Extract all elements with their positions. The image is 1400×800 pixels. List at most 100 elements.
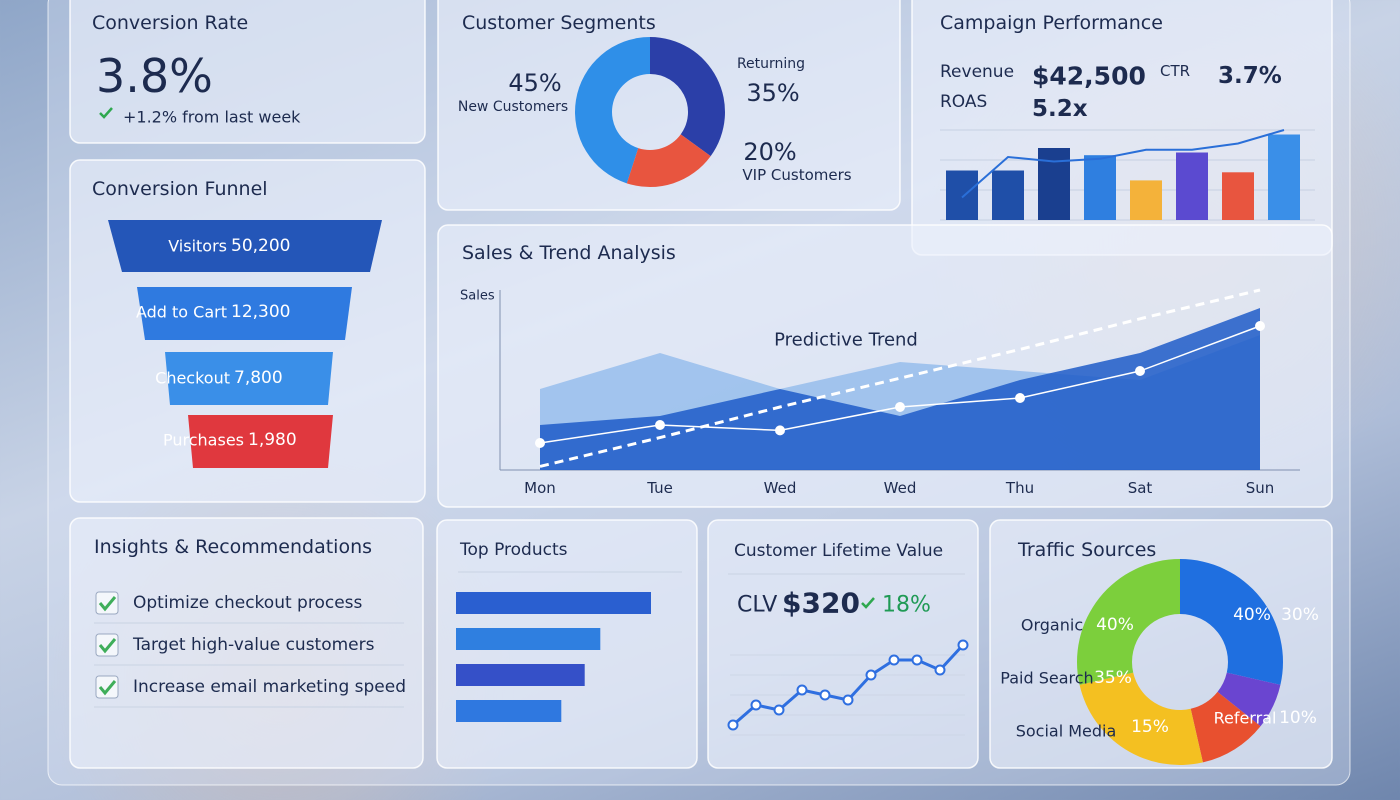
insight-item: Target high-value customers <box>132 635 375 655</box>
point <box>1135 366 1145 376</box>
segment-value: 20% <box>743 138 796 166</box>
point <box>1015 393 1025 403</box>
bar <box>456 700 562 722</box>
check-icon <box>99 107 113 119</box>
panel-title: Top Products <box>459 540 568 560</box>
point <box>655 420 665 430</box>
segment-value: 45% <box>508 69 561 97</box>
x-tick-label: Thu <box>1005 479 1034 497</box>
funnel-stage <box>188 415 333 468</box>
point <box>895 402 905 412</box>
stage-value: 7,800 <box>234 368 283 388</box>
segment-value: 40% <box>1096 615 1134 635</box>
checkbox <box>95 633 119 657</box>
checkboxes <box>95 591 119 699</box>
bar <box>946 170 978 220</box>
panel-title: Customer Lifetime Value <box>734 541 943 561</box>
point <box>775 425 785 436</box>
stage-label: Add to Cart <box>136 303 227 322</box>
segment-label: Returning <box>737 56 805 72</box>
kpi-change: 18% <box>882 593 931 618</box>
stage-label: Purchases <box>163 431 244 450</box>
segment-value: 15% <box>1131 717 1169 737</box>
bar <box>1084 155 1116 220</box>
check-icon <box>98 638 117 654</box>
panel-title: Traffic Sources <box>1017 539 1156 561</box>
bar <box>1268 134 1300 220</box>
x-tick-label: Mon <box>524 479 556 497</box>
bar <box>992 170 1024 220</box>
donut-segment <box>1077 559 1180 685</box>
line <box>961 129 1285 199</box>
point <box>773 704 785 716</box>
x-tick-label: Sun <box>1246 479 1275 497</box>
donut-segment <box>1079 672 1203 766</box>
donut-segment <box>626 134 711 187</box>
stage-value: 12,300 <box>231 302 290 322</box>
point <box>842 694 854 706</box>
point <box>796 684 808 696</box>
stage-value: 1,980 <box>248 430 297 450</box>
check-icon <box>861 597 875 609</box>
panel <box>69 0 426 144</box>
funnel-stage <box>108 220 382 272</box>
donut-segment <box>1190 691 1261 763</box>
panel-title: Campaign Performance <box>940 12 1163 34</box>
legend-label: Organic <box>1021 616 1083 635</box>
segment-label: VIP Customers <box>742 166 851 184</box>
panel <box>437 0 901 211</box>
panel-title: Customer Segments <box>462 12 656 34</box>
checkbox <box>95 591 119 615</box>
annotation: Predictive Trend <box>774 330 918 351</box>
donut-segment <box>575 37 650 184</box>
insight-item: Increase email marketing speed <box>133 677 406 697</box>
kpi-value: $320 <box>782 587 860 620</box>
stage-label: Visitors <box>168 237 227 256</box>
kpi-change: +1.2% from last week <box>123 108 301 127</box>
insight-item: Optimize checkout process <box>133 593 363 613</box>
stage-label: Checkout <box>155 369 230 388</box>
point <box>750 699 762 711</box>
segment-value: 40% <box>1233 605 1271 625</box>
x-tick-label: Wed <box>764 479 797 497</box>
x-tick-label: Sat <box>1128 479 1153 497</box>
point <box>911 654 923 666</box>
check-icon <box>98 680 117 696</box>
bar <box>1222 172 1254 220</box>
funnel-stage <box>137 287 352 340</box>
metric-label: ROAS <box>940 92 987 112</box>
bar <box>1176 152 1208 220</box>
panel-title: Sales & Trend Analysis <box>462 242 676 264</box>
legend-label: Referral <box>1214 709 1277 728</box>
kpi-value: 3.8% <box>96 49 213 103</box>
segment-label: New Customers <box>458 99 568 115</box>
check-icon <box>98 596 117 612</box>
panel-title: Insights & Recommendations <box>94 536 372 558</box>
metric-label: CTR <box>1160 62 1190 80</box>
axis-label: Sales <box>460 289 495 304</box>
panel-title: Conversion Funnel <box>92 178 268 200</box>
metric-label: Revenue <box>940 62 1014 82</box>
stage-value: 50,200 <box>231 236 290 256</box>
point <box>888 654 900 666</box>
area <box>540 308 1260 470</box>
point <box>1255 321 1265 331</box>
bar <box>1130 180 1162 220</box>
segment-value: 35% <box>746 79 799 107</box>
metric-value: 5.2x <box>1032 96 1088 122</box>
funnel-stage <box>165 352 333 405</box>
metric-value: 3.7% <box>1218 63 1282 89</box>
legend-label: Paid Search <box>1000 669 1093 688</box>
bar <box>456 592 651 614</box>
point <box>819 689 831 701</box>
point <box>865 669 877 681</box>
metric-value: $42,500 <box>1032 62 1146 91</box>
point <box>957 639 969 651</box>
bar <box>456 664 585 686</box>
point <box>535 438 545 448</box>
panel-title: Conversion Rate <box>92 12 248 34</box>
segment-value: 35% <box>1094 668 1132 688</box>
point <box>934 664 946 676</box>
donut-segment <box>1217 672 1281 727</box>
